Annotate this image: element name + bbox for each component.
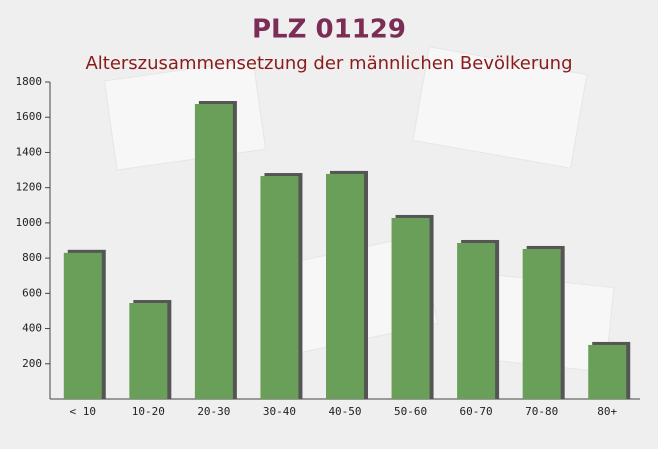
y-tick-label: 400 [22, 322, 42, 335]
bar [260, 176, 299, 399]
bar [326, 173, 364, 399]
bar [63, 252, 102, 399]
y-tick-label: 1200 [16, 181, 43, 194]
y-tick-label: 1000 [16, 216, 43, 229]
x-tick-label: 50-60 [394, 405, 427, 418]
chart-subtitle: Alterszusammensetzung der männlichen Bev… [85, 53, 572, 74]
y-tick-label: 200 [22, 357, 42, 370]
y-tick-label: 1800 [16, 75, 43, 88]
bar [457, 242, 496, 399]
bar [129, 303, 168, 399]
x-tick-label: 80+ [597, 405, 617, 418]
y-tick-label: 1600 [16, 110, 43, 123]
x-tick-label: 70-80 [525, 405, 558, 418]
y-tick-label: 800 [22, 251, 42, 264]
x-tick-label: 60-70 [460, 405, 493, 418]
x-tick-label: 30-40 [263, 405, 296, 418]
x-tick-label: 40-50 [328, 405, 361, 418]
bar [391, 217, 430, 399]
bar [194, 104, 233, 399]
y-tick-label: 600 [22, 286, 42, 299]
x-tick-label: 20-30 [197, 405, 230, 418]
y-tick-label: 1400 [16, 145, 43, 158]
bar [588, 344, 627, 399]
x-tick-label: < 10 [70, 405, 97, 418]
chart-title: PLZ 01129 [252, 15, 406, 45]
bar [522, 248, 561, 399]
x-tick-label: 10-20 [132, 405, 165, 418]
